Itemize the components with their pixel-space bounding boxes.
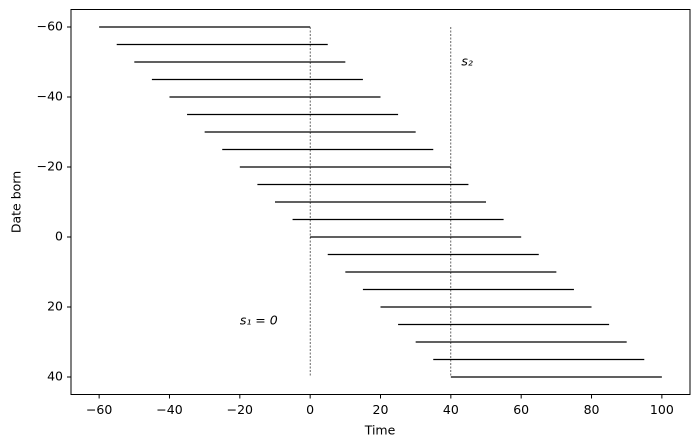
y-tick-label: 40 xyxy=(47,369,63,384)
y-tick-label: −40 xyxy=(37,89,63,104)
y-tick-label: 20 xyxy=(47,299,63,314)
x-tick-label: −20 xyxy=(227,402,253,417)
x-axis-label: Time xyxy=(364,423,396,438)
x-tick-label: 0 xyxy=(306,402,314,417)
x-tick-label: 20 xyxy=(373,402,389,417)
y-tick-label: −20 xyxy=(37,159,63,174)
y-tick-label: −60 xyxy=(37,19,63,34)
x-tick-label: 40 xyxy=(443,402,459,417)
x-tick-label: 100 xyxy=(650,402,674,417)
x-tick-label: 60 xyxy=(513,402,529,417)
x-tick-label: −40 xyxy=(156,402,182,417)
y-axis-label: Date born xyxy=(9,171,24,233)
x-tick-label: 80 xyxy=(584,402,600,417)
x-tick-label: −60 xyxy=(86,402,112,417)
annotation: s₂ xyxy=(461,54,473,69)
annotation: s₁ = 0 xyxy=(240,313,278,328)
y-tick-label: 0 xyxy=(55,229,63,244)
